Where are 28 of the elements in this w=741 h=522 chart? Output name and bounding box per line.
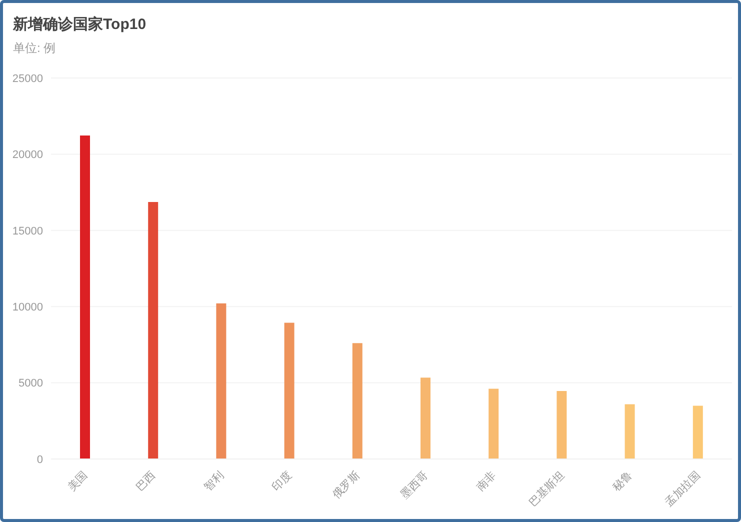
- x-tick-label: 南非: [474, 468, 499, 494]
- x-tick-label: 俄罗斯: [330, 468, 362, 502]
- x-tick-label: 孟加拉国: [662, 468, 703, 510]
- bar: [488, 388, 499, 459]
- x-tick-label: 巴基斯坦: [526, 468, 567, 510]
- x-tick-label: 印度: [270, 468, 294, 494]
- bar: [148, 202, 158, 459]
- y-tick-label: 0: [36, 454, 43, 466]
- chart-title: 新增确诊国家Top10: [13, 15, 146, 34]
- bar: [284, 322, 294, 459]
- x-tick-label: 秘鲁: [610, 469, 635, 494]
- x-tick-label: 智利: [201, 468, 226, 494]
- y-tick-label: 20000: [12, 149, 43, 162]
- bar: [80, 135, 90, 459]
- y-tick-label: 5000: [18, 378, 43, 390]
- bar: [624, 404, 635, 459]
- bar: [420, 378, 430, 459]
- y-tick-label: 25000: [12, 72, 43, 85]
- x-tick-label: 墨西哥: [398, 469, 430, 502]
- bar: [216, 303, 226, 459]
- bar: [692, 406, 703, 459]
- x-tick-label: 巴西: [134, 469, 158, 494]
- y-tick-label: 15000: [12, 225, 43, 238]
- bar: [352, 343, 362, 459]
- x-tick-label: 美国: [65, 468, 90, 494]
- bar: [556, 391, 567, 459]
- y-tick-label: 10000: [12, 302, 43, 314]
- chart-subtitle: 单位: 例: [13, 40, 56, 57]
